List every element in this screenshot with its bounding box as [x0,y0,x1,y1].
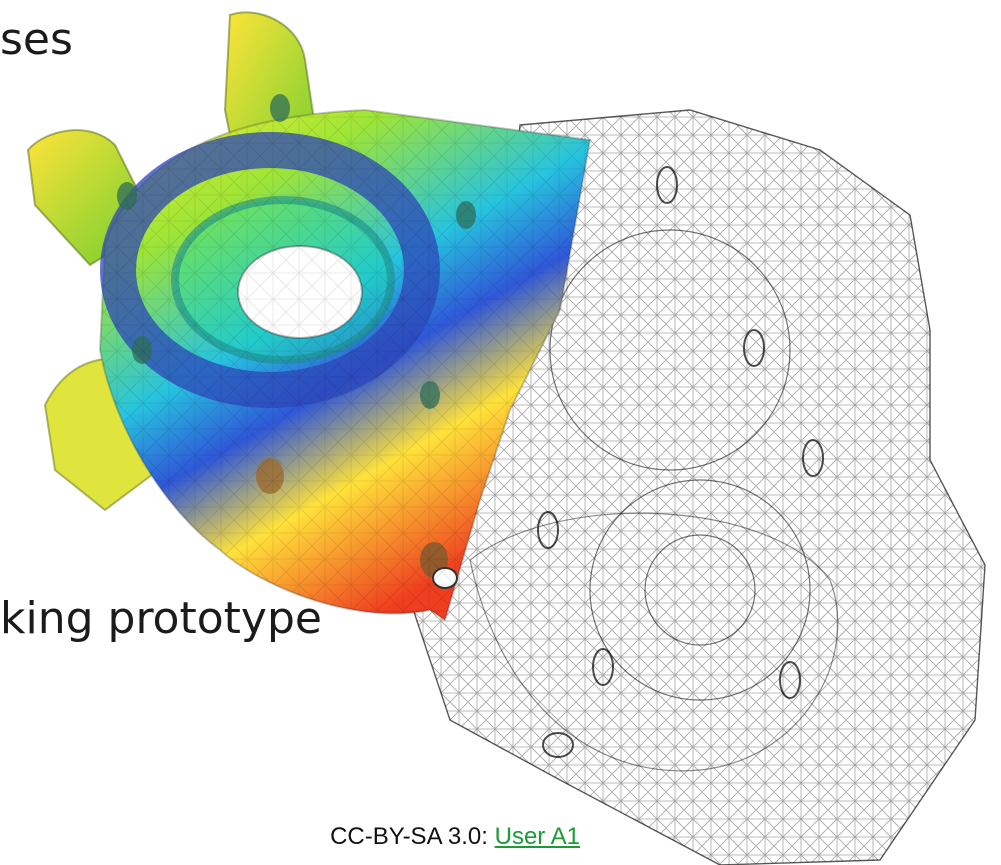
credit-link[interactable]: User A1 [494,823,580,850]
colored-fem-body [26,11,592,622]
partial-text-top: ses [0,14,73,65]
credit-line: CC-BY-SA 3.0: User A1 [330,823,580,851]
credit-prefix: CC-BY-SA 3.0: [330,823,488,850]
partial-text-bottom: king prototype [0,593,322,644]
